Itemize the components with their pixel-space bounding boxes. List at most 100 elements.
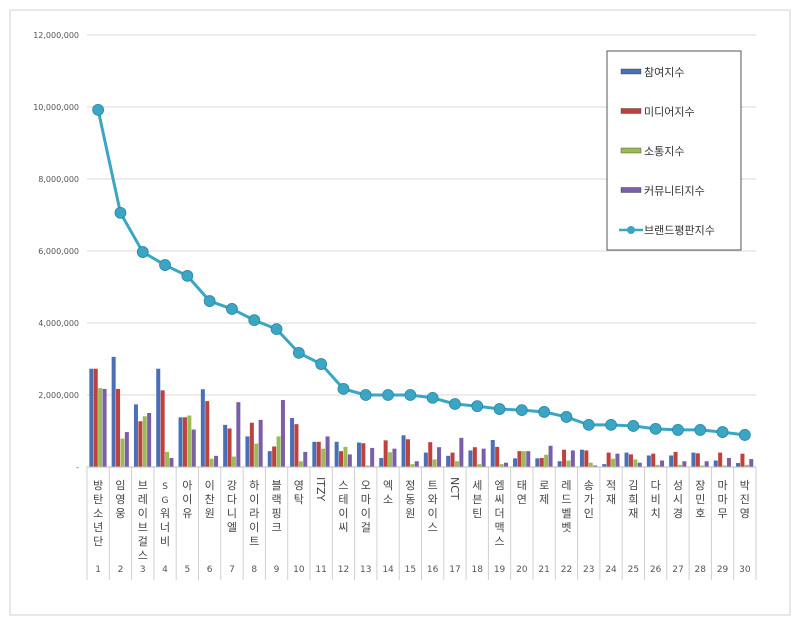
bar-1 <box>713 460 718 467</box>
bar-1 <box>290 418 295 467</box>
bar-2 <box>383 440 388 467</box>
bar-3 <box>254 443 259 467</box>
bar-3 <box>588 462 593 467</box>
bar-1 <box>691 452 696 467</box>
rank-label: 3 <box>140 565 146 575</box>
bar-4 <box>593 465 598 467</box>
rank-label: 20 <box>516 565 528 575</box>
bar-3 <box>454 461 459 467</box>
bar-2 <box>539 458 544 467</box>
bar-2 <box>651 453 656 467</box>
bar-2 <box>673 451 678 467</box>
rank-label: 28 <box>695 565 707 575</box>
line-point <box>449 398 461 410</box>
line-point <box>649 422 662 435</box>
rank-label: 18 <box>472 565 484 575</box>
line-point <box>426 391 439 404</box>
bar-1 <box>379 458 384 467</box>
bar-3 <box>276 436 281 467</box>
rank-label: 4 <box>162 565 168 575</box>
line-point <box>515 404 528 417</box>
bar-4 <box>303 451 308 467</box>
bar-1 <box>468 450 473 467</box>
line-point <box>404 389 417 401</box>
rank-label: 8 <box>251 565 257 575</box>
bar-4 <box>660 460 665 467</box>
line-point <box>627 420 640 432</box>
bar-3 <box>521 451 526 467</box>
rank-label: 22 <box>561 565 572 575</box>
bar-3 <box>343 446 348 467</box>
line-point <box>582 418 595 431</box>
line-point <box>315 358 328 370</box>
bar-1 <box>156 368 161 467</box>
bar-1 <box>334 441 339 467</box>
bar-2 <box>339 451 344 467</box>
bar-4 <box>191 429 196 467</box>
bar-4 <box>726 458 731 467</box>
bar-4 <box>570 450 575 467</box>
bar-4 <box>637 462 642 467</box>
category-label: ITZY <box>314 477 327 501</box>
bar-4 <box>370 447 375 467</box>
bar-3 <box>388 452 393 467</box>
legend-label: 미디어지수 <box>644 106 695 119</box>
y-tick-label: 12,000,000 <box>33 31 79 40</box>
bar-2 <box>517 451 522 467</box>
bar-3 <box>120 438 125 467</box>
category-label: NCT <box>448 477 461 500</box>
rank-label: 2 <box>118 565 124 575</box>
line-point <box>226 303 238 315</box>
rank-label: 29 <box>717 565 729 575</box>
bar-1 <box>624 452 629 467</box>
rank-label: 5 <box>184 565 190 575</box>
bar-2 <box>606 452 611 467</box>
bar-3 <box>298 461 303 467</box>
bar-2 <box>718 452 723 467</box>
bar-4 <box>459 437 464 467</box>
bar-1 <box>535 458 540 467</box>
bar-2 <box>182 417 187 467</box>
legend-swatch <box>620 68 642 75</box>
rank-label: 6 <box>207 565 213 575</box>
legend-label: 커뮤니티지수 <box>644 185 705 198</box>
rank-label: 7 <box>229 565 235 575</box>
bar-3 <box>477 464 482 467</box>
line-point <box>159 259 171 271</box>
bar-3 <box>209 458 214 467</box>
rank-label: 14 <box>382 565 394 575</box>
bar-1 <box>490 440 495 467</box>
y-tick-label: 2,000,000 <box>38 391 79 400</box>
rank-label: 9 <box>274 565 280 575</box>
y-tick-label: 10,000,000 <box>33 103 79 112</box>
line-point <box>337 382 350 395</box>
line-point <box>92 103 105 116</box>
bar-2 <box>316 441 321 467</box>
bar-1 <box>646 455 651 467</box>
y-tick-label: - <box>76 463 79 472</box>
bar-3 <box>700 465 705 467</box>
legend-label: 소통지수 <box>644 145 684 158</box>
bar-3 <box>165 451 170 467</box>
bar-2 <box>628 454 633 467</box>
legend-swatch <box>620 187 642 193</box>
rank-label: 19 <box>494 565 506 575</box>
rank-label: 13 <box>360 565 371 575</box>
line-point <box>538 406 551 418</box>
bar-2 <box>294 424 299 467</box>
bar-2 <box>116 388 121 467</box>
bar-4 <box>258 419 263 467</box>
rank-label: 24 <box>605 565 617 575</box>
bar-2 <box>740 453 745 467</box>
